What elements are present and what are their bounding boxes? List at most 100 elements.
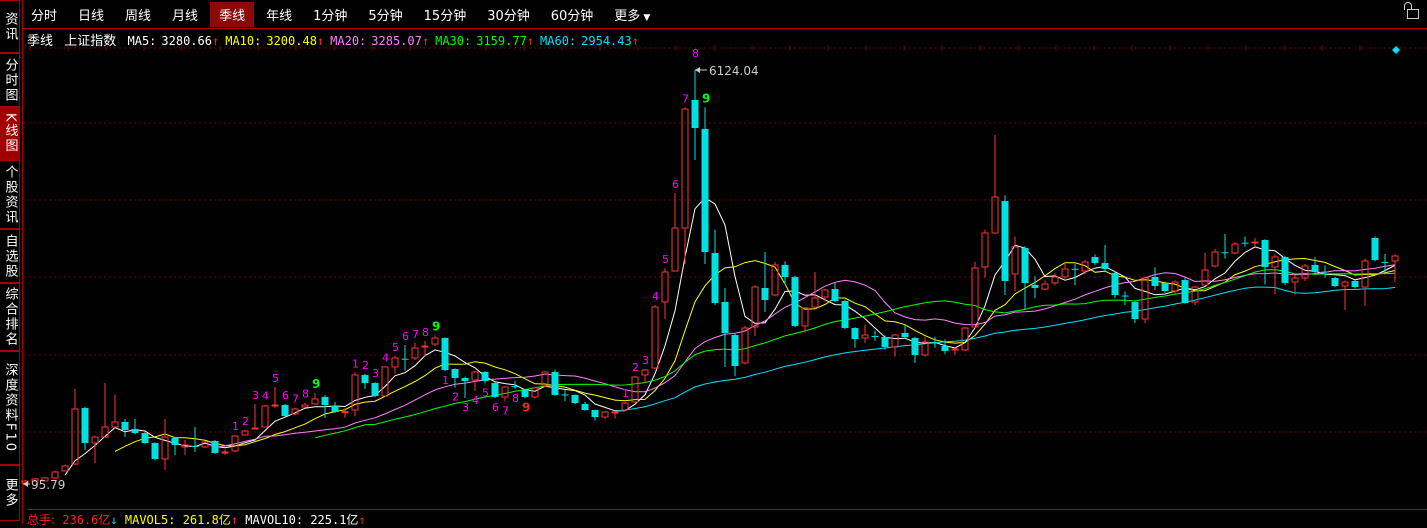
candle-down [171, 437, 179, 445]
td-count-label: 6 [402, 330, 409, 343]
sidebar-tab[interactable]: 个股资讯 [0, 160, 20, 229]
candle-down [571, 394, 579, 404]
td-count-label: 7 [412, 328, 419, 341]
candle-up [1231, 243, 1239, 254]
candle-up [991, 196, 999, 234]
candle-up [531, 387, 539, 398]
mavol10-label: MAVOL10: [245, 513, 304, 527]
td-count-label: 3 [462, 401, 469, 414]
ma20-line [214, 264, 1396, 448]
candle-down [321, 396, 329, 406]
sidebar-tab[interactable]: 深度资料F10 [0, 351, 20, 465]
ma-info-bar: 季线 上证指数 MA5: 3280.66↑ MA10: 3200.48↑ MA20: 32… [27, 30, 645, 49]
lock-icon[interactable] [1404, 2, 1419, 19]
candle-up [681, 108, 689, 229]
arrow-left-icon [23, 480, 28, 487]
tab-period[interactable]: 周线 [125, 8, 152, 24]
candle-up [1361, 260, 1369, 288]
td-count-label: 2 [242, 415, 249, 428]
mavol5-value: 261.8亿 [182, 513, 231, 527]
sidebar-tab[interactable]: 资讯 [0, 0, 20, 53]
candle-down [781, 264, 789, 277]
tab-period[interactable]: 1分钟 [313, 8, 348, 24]
td-count-label: 9 [522, 401, 530, 415]
candle-up [61, 465, 69, 472]
sidebar-tab[interactable]: 分时图 [0, 53, 20, 107]
sidebar-tab-label: 分时图 [2, 57, 18, 103]
candle-up [251, 427, 259, 430]
candle-up [341, 411, 349, 414]
candle-up [541, 371, 549, 387]
candle-up [801, 307, 809, 327]
candle-up [201, 441, 209, 448]
candle-up [821, 289, 829, 298]
td-count-label: 8 [512, 392, 519, 405]
sidebar-tab[interactable]: 更多 [0, 465, 20, 521]
candle-down [901, 332, 909, 338]
td-count-label: 2 [362, 359, 369, 372]
td-count-label: 2 [632, 361, 639, 374]
candle-down [441, 337, 449, 370]
ma-label: MA30: [435, 34, 472, 48]
candle-down [1111, 273, 1119, 295]
candle-up [971, 267, 979, 328]
candle-down [1281, 257, 1289, 283]
candle-down [331, 405, 339, 413]
candle-up [741, 327, 749, 364]
candle-up [1141, 277, 1149, 320]
candle-up [51, 471, 59, 479]
candle-up [181, 444, 189, 448]
candle-down [1241, 242, 1249, 244]
tab-period[interactable]: 日线 [78, 8, 105, 24]
tab-period[interactable]: 分时 [31, 8, 58, 24]
candle-down [851, 328, 859, 340]
sidebar-tab[interactable]: 自选股 [0, 229, 20, 283]
td-count-label: 1 [622, 387, 629, 400]
candle-up [161, 436, 169, 460]
candle-down [1031, 284, 1039, 288]
candle-down [691, 100, 699, 129]
tab-period[interactable]: 30分钟 [487, 8, 530, 24]
tab-period[interactable]: 季线 [210, 1, 255, 27]
candle-up [1041, 283, 1049, 290]
candle-up [1201, 269, 1209, 286]
candle-down [1321, 271, 1329, 273]
candle-up [1081, 261, 1089, 272]
td-count-label: 1 [442, 374, 449, 387]
more-dropdown[interactable]: 更多 ▼ [605, 2, 659, 27]
candle-down [511, 386, 519, 388]
sidebar-tab-label: K线图 [2, 113, 18, 154]
td-count-label: 7 [502, 404, 509, 417]
candle-down [871, 336, 879, 338]
tab-period[interactable]: 60分钟 [550, 8, 594, 24]
period-toolbar: 分时 日线 周线 月线 季线 年线 1分钟 5分钟 15分钟 30分钟 60分钟 更多 ▼ [22, 0, 1427, 29]
sidebar-tab[interactable]: K线图 [0, 107, 20, 160]
candle-down [1161, 282, 1169, 292]
diamond-icon [1392, 46, 1400, 54]
candle-down [1151, 276, 1159, 286]
candle-up [1191, 286, 1199, 303]
candle-down [1371, 237, 1379, 261]
td-count-label: 3 [642, 354, 649, 367]
candle-down [1221, 252, 1229, 254]
sidebar-tab-label: 综合排名 [2, 287, 18, 347]
candle-down [1331, 278, 1339, 286]
candle-down [121, 421, 129, 431]
td-count-label: 4 [382, 351, 389, 364]
candle-down [911, 337, 919, 356]
max-price-label: 6124.04 [709, 64, 759, 78]
candle-down [791, 276, 799, 326]
tab-period[interactable]: 年线 [266, 8, 293, 24]
candle-down [561, 394, 569, 396]
ma-value: 3159.77 [476, 34, 527, 48]
sidebar-tab-label: 资讯 [2, 11, 18, 42]
candle-up [101, 426, 109, 438]
candle-up [771, 264, 779, 296]
tab-period[interactable]: 15分钟 [423, 8, 467, 24]
sidebar-tab[interactable]: 综合排名 [0, 283, 20, 351]
tab-period[interactable]: 月线 [172, 8, 199, 24]
tab-period[interactable]: 5分钟 [368, 8, 403, 24]
td-count-label: 9 [312, 377, 320, 391]
ma30-line [314, 269, 1396, 439]
